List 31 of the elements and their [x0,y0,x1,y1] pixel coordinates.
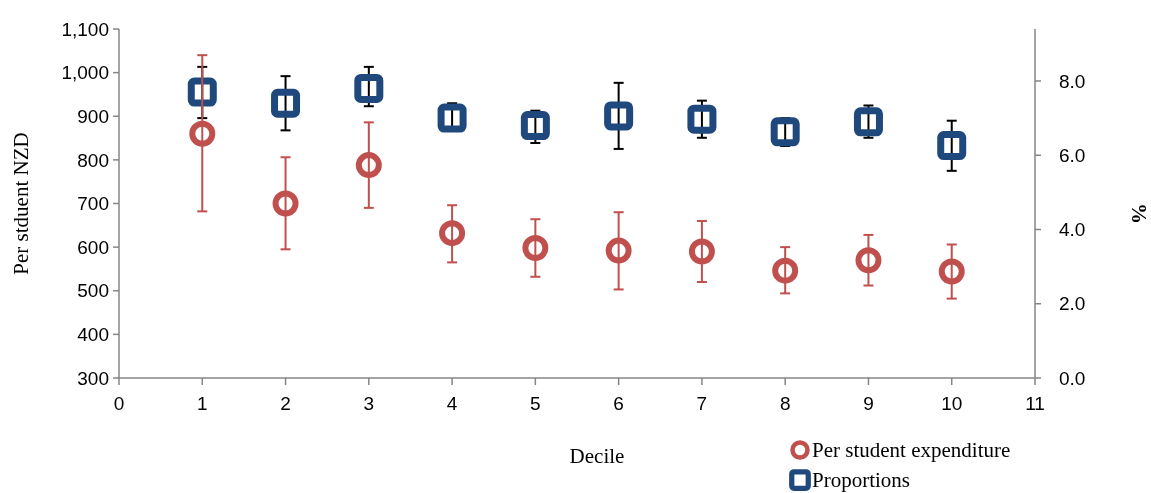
y2-tick-label: 2.0 [1059,293,1086,315]
y2-tick-label: 0.0 [1059,367,1086,389]
x-tick-label: 6 [613,393,624,414]
x-tick-label: 5 [530,393,541,414]
y-tick-label: 1,100 [61,18,109,40]
y2-tick-label: 6.0 [1059,144,1086,166]
x-tick-label: 9 [863,393,874,414]
y-tick-label: 800 [77,149,109,171]
x-tick-label: 0 [113,393,125,414]
y2-tick-label: 8.0 [1059,70,1086,92]
y-tick-label: 500 [77,280,109,302]
x-axis-title: Decile [569,444,625,468]
y-tick-label: 600 [77,236,109,258]
legend-label: Per student expenditure [812,438,1011,463]
y-tick-label: 700 [77,193,109,215]
y-tick-label: 1,000 [61,62,109,84]
x-tick-label: 10 [941,393,963,414]
y2-axis-title: % [1127,203,1151,224]
x-tick-label: 2 [280,393,291,414]
y-tick-label: 900 [77,105,109,127]
y2-tick-label: 4.0 [1059,219,1086,241]
x-tick-label: 7 [696,393,708,414]
legend-label: Proportions [812,468,911,493]
y-tick-label: 300 [77,367,109,389]
y-tick-label: 400 [77,324,109,346]
x-tick-label: 3 [363,393,375,414]
x-tick-label: 4 [446,393,458,414]
y-axis-title: Per stduent NZD [9,132,33,275]
x-tick-label: 8 [779,393,791,414]
x-tick-label: 1 [196,393,208,414]
x-tick-label: 11 [1025,393,1045,414]
